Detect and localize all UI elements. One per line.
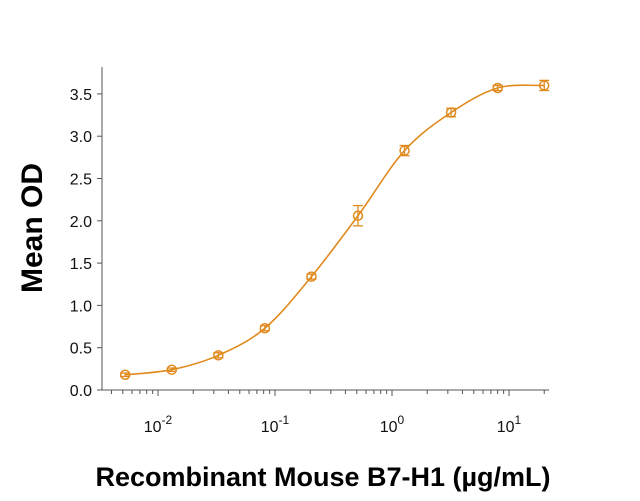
y-tick-label: 2.0 <box>70 214 92 231</box>
point-marker <box>119 369 131 381</box>
point-marker <box>538 80 550 91</box>
point-marker <box>492 82 503 94</box>
x-tick-label: 10-2 <box>144 413 173 436</box>
point-marker <box>352 210 364 221</box>
point-marker <box>445 107 457 118</box>
y-tick-label: 2.5 <box>70 172 92 189</box>
y-tick-label: 1.0 <box>70 298 92 315</box>
data-point <box>538 79 550 92</box>
data-point <box>213 350 224 361</box>
y-tick-label: 3.0 <box>70 129 92 146</box>
x-tick-label: 10-1 <box>261 413 290 436</box>
data-point <box>492 82 503 94</box>
y-tick-label: 0.5 <box>70 341 92 358</box>
fit-curve <box>125 84 545 376</box>
x-tick-label: 100 <box>380 413 405 436</box>
y-ticks: 0.0 0.5 1.0 1.5 2.0 2.5 3.0 3.5 <box>70 87 102 400</box>
point-marker <box>213 350 224 361</box>
data-point <box>119 369 131 381</box>
data-point <box>306 271 317 282</box>
y-tick-label: 1.5 <box>70 256 92 273</box>
x-tick-label: 101 <box>497 413 522 436</box>
data-point <box>166 364 177 375</box>
y-axis-title: Mean OD <box>16 163 49 293</box>
data-point <box>352 204 364 227</box>
data-point <box>445 107 457 118</box>
data-point <box>399 144 410 157</box>
data-point <box>259 322 271 334</box>
x-ticks: 10-2 10-1 100 101 <box>110 390 545 436</box>
point-marker <box>259 322 271 334</box>
y-tick-label: 0.0 <box>70 383 92 400</box>
y-tick-label: 3.5 <box>70 87 92 104</box>
data-points <box>119 79 550 381</box>
point-marker <box>166 364 177 375</box>
point-marker <box>399 145 410 156</box>
x-axis-title: Recombinant Mouse B7-H1 (µg/mL) <box>95 462 550 492</box>
point-marker <box>306 271 317 282</box>
axes <box>101 67 550 391</box>
